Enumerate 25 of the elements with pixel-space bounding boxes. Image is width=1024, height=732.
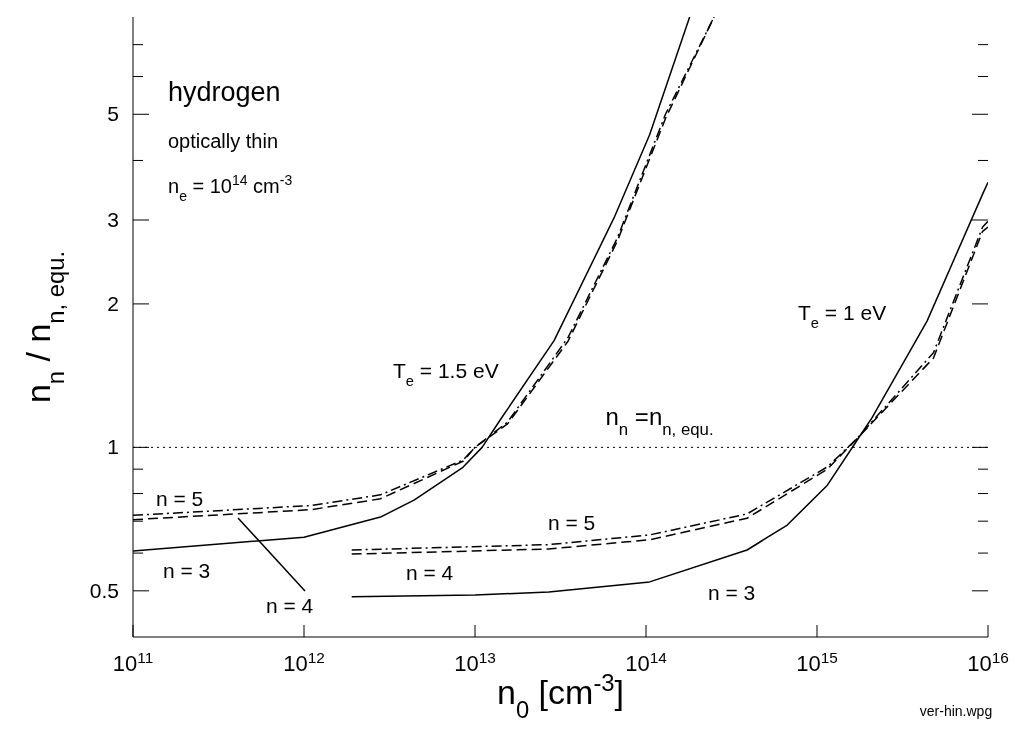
y-tick-label: 1 xyxy=(107,435,119,459)
series-label: n = 4 xyxy=(406,561,454,584)
annotation: n$_{e}$ = 10$^{14}$ cm$^{-3}$ xyxy=(168,172,293,204)
y-tick-label: 0.5 xyxy=(89,578,119,602)
y-tick-label: 5 xyxy=(107,102,119,126)
ref-line-label: n$_{n}$ =n$_{n, equ.}$ xyxy=(605,403,714,439)
series-label: n = 5 xyxy=(156,487,204,510)
text: n = 4 xyxy=(266,594,314,617)
series-label: n = 3 xyxy=(708,581,756,604)
x-tick-label: 10$^{13}$ xyxy=(454,648,496,676)
annotation: T$_{e}$ = 1.5 eV xyxy=(393,359,499,389)
series-label: n = 5 xyxy=(548,511,596,534)
annotation: optically thin xyxy=(168,130,279,152)
text: ver-hin.wpg xyxy=(919,703,993,719)
x-tick-label: 10$^{11}$ xyxy=(112,648,154,676)
y-tick-label: 3 xyxy=(107,207,119,231)
x-tick-label: 10$^{16}$ xyxy=(967,648,1009,676)
x-tick-label: 10$^{14}$ xyxy=(625,648,668,676)
x-axis-title: n$_{0}$ [cm$^{-3}$] xyxy=(496,668,625,723)
annotation: hydrogen xyxy=(168,77,281,107)
series-label: n = 3 xyxy=(163,559,211,582)
x-tick-label: 10$^{12}$ xyxy=(283,648,325,676)
y-tick-label: 2 xyxy=(107,291,119,315)
x-tick-label: 10$^{15}$ xyxy=(796,648,838,676)
annotation: T$_{e}$ = 1 eV xyxy=(798,301,887,331)
